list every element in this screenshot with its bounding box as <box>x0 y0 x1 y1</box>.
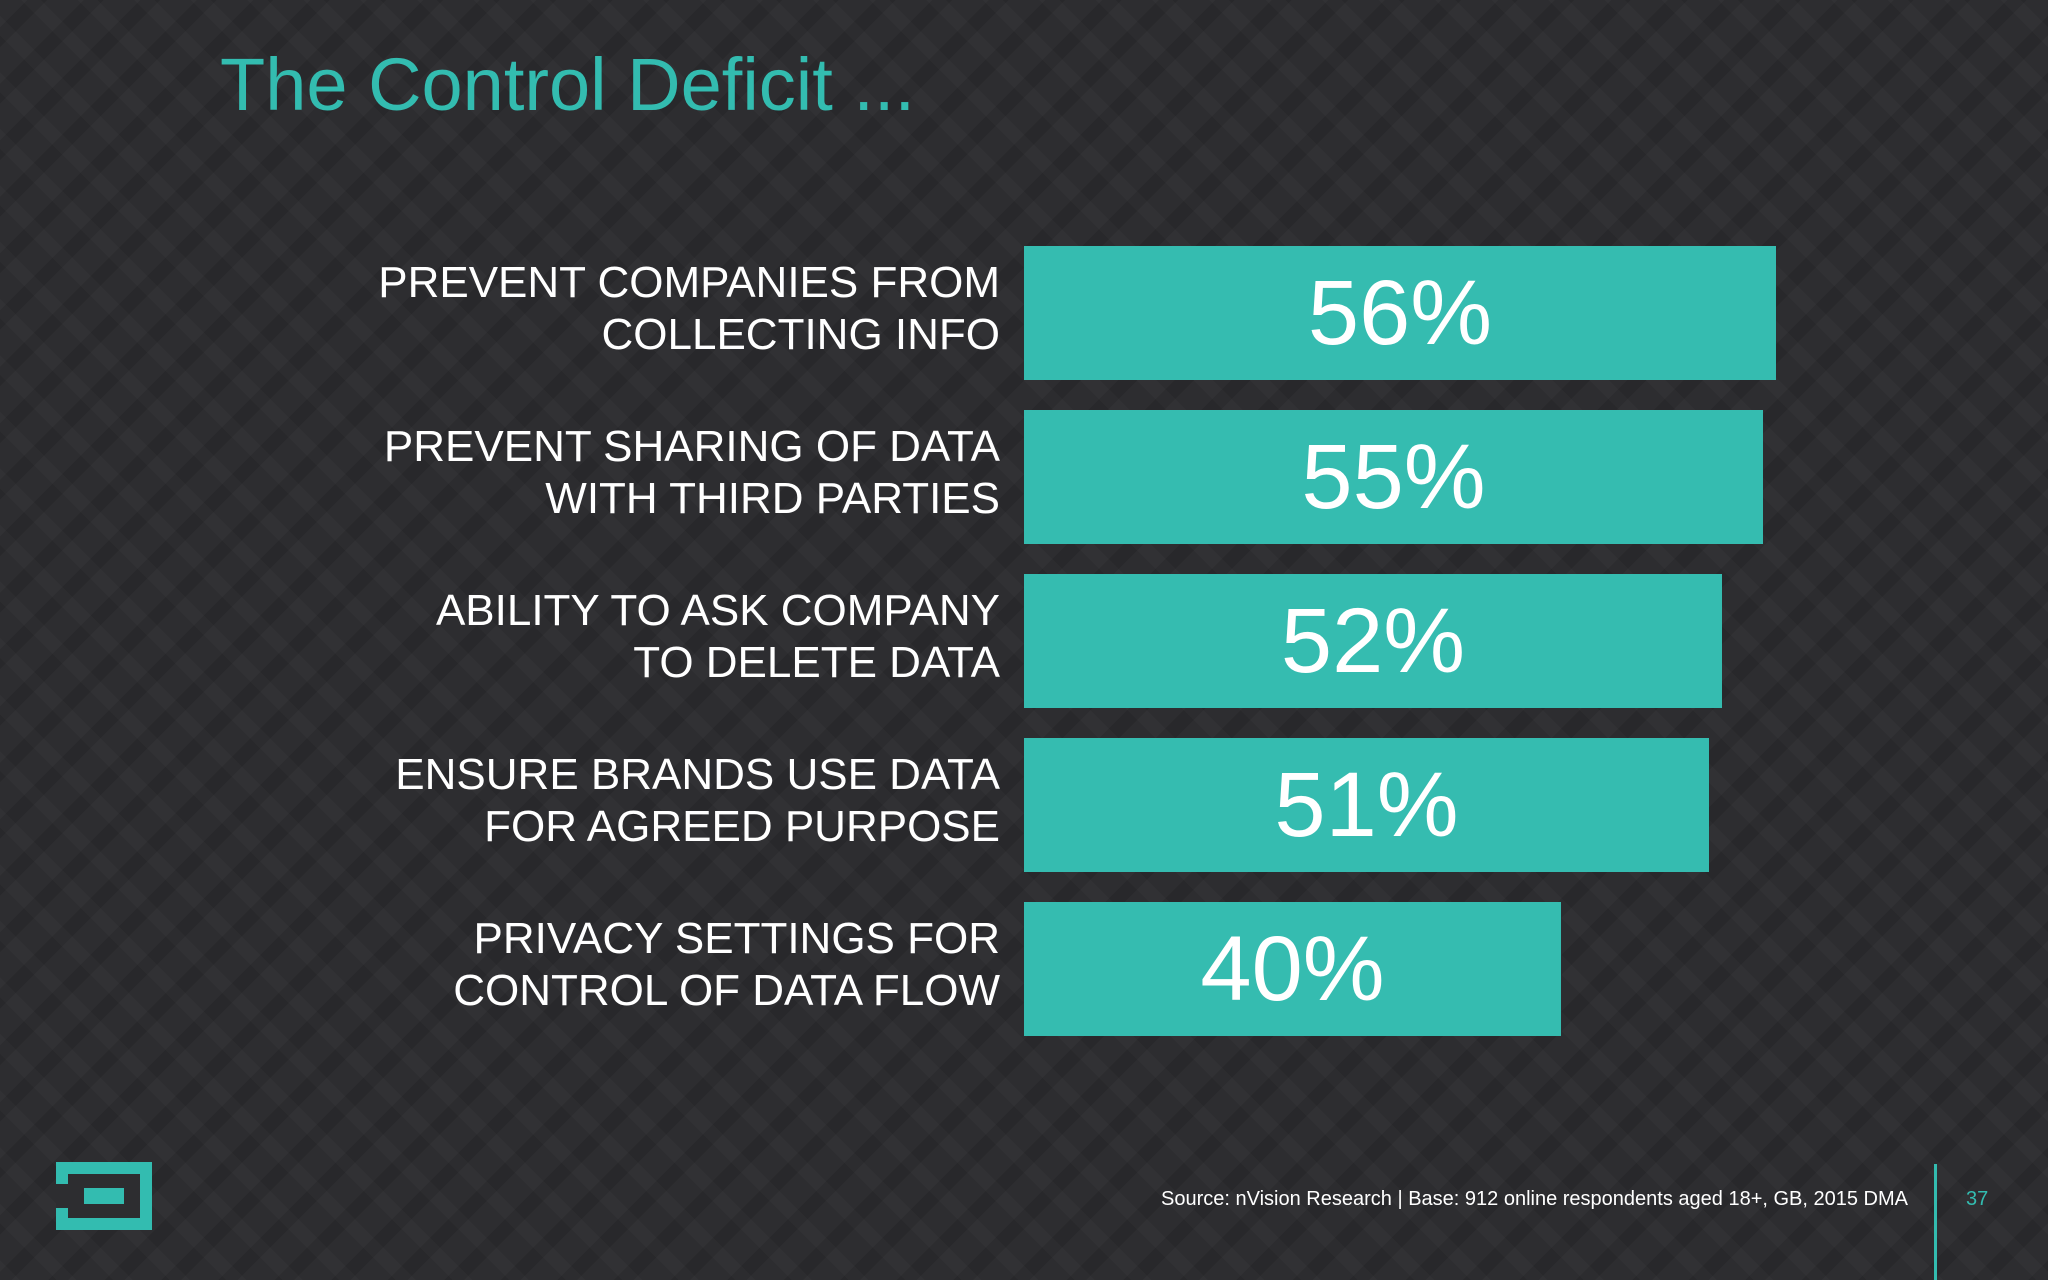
bar-value-label: 51% <box>1274 754 1459 856</box>
bar: 40% <box>1024 902 1561 1036</box>
footer-divider <box>1934 1164 1937 1280</box>
bar: 56% <box>1024 246 1776 380</box>
square-bracket-logo-icon <box>56 1162 152 1230</box>
category-label: ENSURE BRANDS USE DATA FOR AGREED PURPOS… <box>395 750 1000 851</box>
category-label: ABILITY TO ASK COMPANY TO DELETE DATA <box>435 586 1000 687</box>
slide-title: The Control Deficit ... <box>220 43 916 126</box>
bar-value-label: 56% <box>1307 262 1493 364</box>
bar: 52% <box>1024 574 1722 708</box>
bar: 55% <box>1024 410 1763 544</box>
bar: 51% <box>1024 738 1709 872</box>
category-label: PREVENT SHARING OF DATA WITH THIRD PARTI… <box>383 422 1000 523</box>
category-label: PRIVACY SETTINGS FOR CONTROL OF DATA FLO… <box>453 914 1000 1015</box>
bar-value-label: 40% <box>1200 918 1385 1020</box>
source-note: Source: nVision Research | Base: 912 onl… <box>1161 1188 1908 1210</box>
bar-value-label: 55% <box>1301 426 1486 528</box>
category-label: PREVENT COMPANIES FROM COLLECTING INFO <box>378 258 1000 359</box>
page-number: 37 <box>1966 1188 1989 1210</box>
bar-value-label: 52% <box>1280 590 1466 692</box>
